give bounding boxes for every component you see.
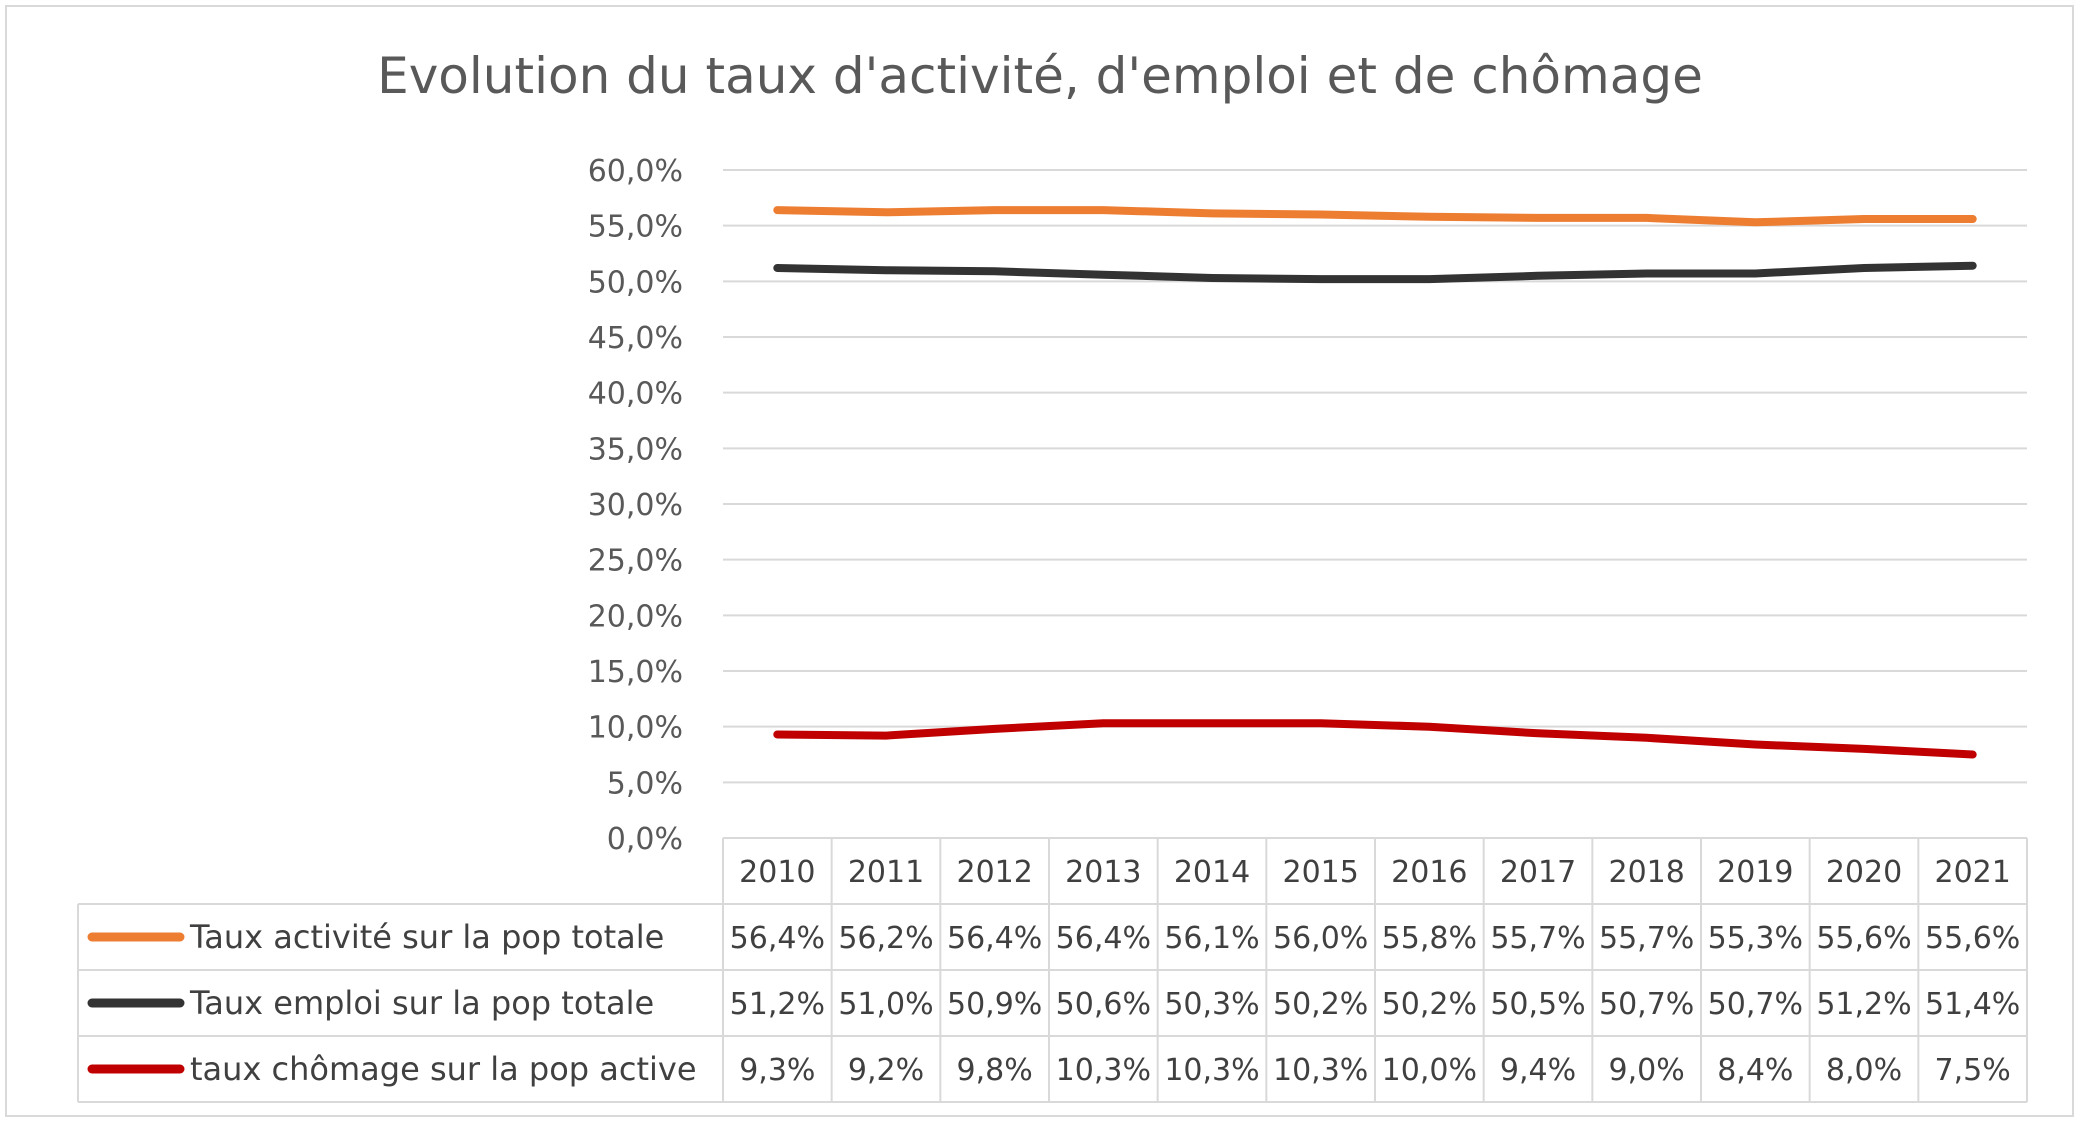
y-tick-label: 30,0%: [588, 488, 683, 523]
y-tick-label: 20,0%: [588, 599, 683, 634]
category-label: 2019: [1717, 855, 1793, 890]
data-label: 10,3%: [1273, 1053, 1368, 1088]
data-label: 9,0%: [1609, 1053, 1685, 1088]
data-label: 50,5%: [1490, 987, 1585, 1022]
data-label: 55,6%: [1925, 921, 2020, 956]
y-tick-label: 10,0%: [588, 711, 683, 746]
category-label: 2015: [1282, 855, 1358, 890]
data-label: 50,2%: [1273, 987, 1368, 1022]
y-axis-ticks: 0,0% 5,0% 10,0% 15,0% 20,0% 25,0% 30,0% 35,0% 40…: [588, 154, 683, 857]
data-label: 55,8%: [1382, 921, 1477, 956]
gridlines: [723, 169, 2027, 784]
y-tick-label: 5,0%: [607, 766, 683, 801]
data-label: 56,1%: [1164, 921, 1259, 956]
data-label: 10,3%: [1056, 1053, 1151, 1088]
data-label: 50,7%: [1599, 987, 1694, 1022]
chart-frame: [5, 5, 2074, 1117]
y-tick-label: 50,0%: [588, 265, 683, 300]
category-label: 2013: [1065, 855, 1141, 890]
data-label: 55,3%: [1708, 921, 1803, 956]
data-label: 55,7%: [1599, 921, 1694, 956]
chart-title: Evolution du taux d'activité, d'emploi e…: [377, 47, 1703, 105]
data-label: 51,0%: [838, 987, 933, 1022]
category-label: 2011: [848, 855, 924, 890]
category-label: 2012: [956, 855, 1032, 890]
category-label: 2018: [1608, 855, 1684, 890]
category-label: 2021: [1934, 855, 2010, 890]
data-label: 50,6%: [1056, 987, 1151, 1022]
series-line-1: [773, 206, 1977, 227]
data-label: 55,7%: [1490, 921, 1585, 956]
legend-label-3: taux chômage sur la pop active: [190, 1050, 697, 1088]
data-label: 50,7%: [1708, 987, 1803, 1022]
category-label: 2017: [1500, 855, 1576, 890]
data-label: 50,9%: [947, 987, 1042, 1022]
series-line-3: [773, 719, 1977, 759]
data-label: 51,2%: [730, 987, 825, 1022]
data-label: 10,0%: [1382, 1053, 1477, 1088]
category-label: 2010: [739, 855, 815, 890]
data-label: 51,4%: [1925, 987, 2020, 1022]
data-label: 8,4%: [1717, 1053, 1793, 1088]
category-label: 2014: [1174, 855, 1250, 890]
y-tick-label: 55,0%: [588, 210, 683, 245]
category-label: 2020: [1826, 855, 1902, 890]
data-label: 56,4%: [1056, 921, 1151, 956]
data-label: 56,0%: [1273, 921, 1368, 956]
legend-label-2: Taux emploi sur la pop totale: [189, 984, 654, 1022]
category-label: 2016: [1391, 855, 1467, 890]
data-table: 2010 2011 2012 2013 2014 2015 2016 2017 2018 2019…: [77, 837, 2028, 1103]
y-tick-label: 15,0%: [588, 655, 683, 690]
data-label: 9,4%: [1500, 1053, 1576, 1088]
data-label: 50,3%: [1164, 987, 1259, 1022]
data-label: 7,5%: [1935, 1053, 2011, 1088]
data-label: 56,4%: [730, 921, 825, 956]
y-tick-label: 60,0%: [588, 154, 683, 189]
data-label: 8,0%: [1826, 1053, 1902, 1088]
y-tick-label: 40,0%: [588, 377, 683, 412]
y-tick-label: 0,0%: [607, 822, 683, 857]
series-line-2: [773, 261, 1977, 284]
series-lines: [773, 206, 1977, 759]
data-label: 9,3%: [739, 1053, 815, 1088]
data-label: 10,3%: [1164, 1053, 1259, 1088]
data-label: 51,2%: [1816, 987, 1911, 1022]
data-label: 9,8%: [957, 1053, 1033, 1088]
data-label: 56,4%: [947, 921, 1042, 956]
data-label: 50,2%: [1382, 987, 1477, 1022]
data-label: 56,2%: [838, 921, 933, 956]
data-label: 9,2%: [848, 1053, 924, 1088]
y-tick-label: 45,0%: [588, 321, 683, 356]
y-tick-label: 35,0%: [588, 432, 683, 467]
data-label: 55,6%: [1816, 921, 1911, 956]
y-tick-label: 25,0%: [588, 544, 683, 579]
legend-label-1: Taux activité sur la pop totale: [189, 918, 664, 956]
